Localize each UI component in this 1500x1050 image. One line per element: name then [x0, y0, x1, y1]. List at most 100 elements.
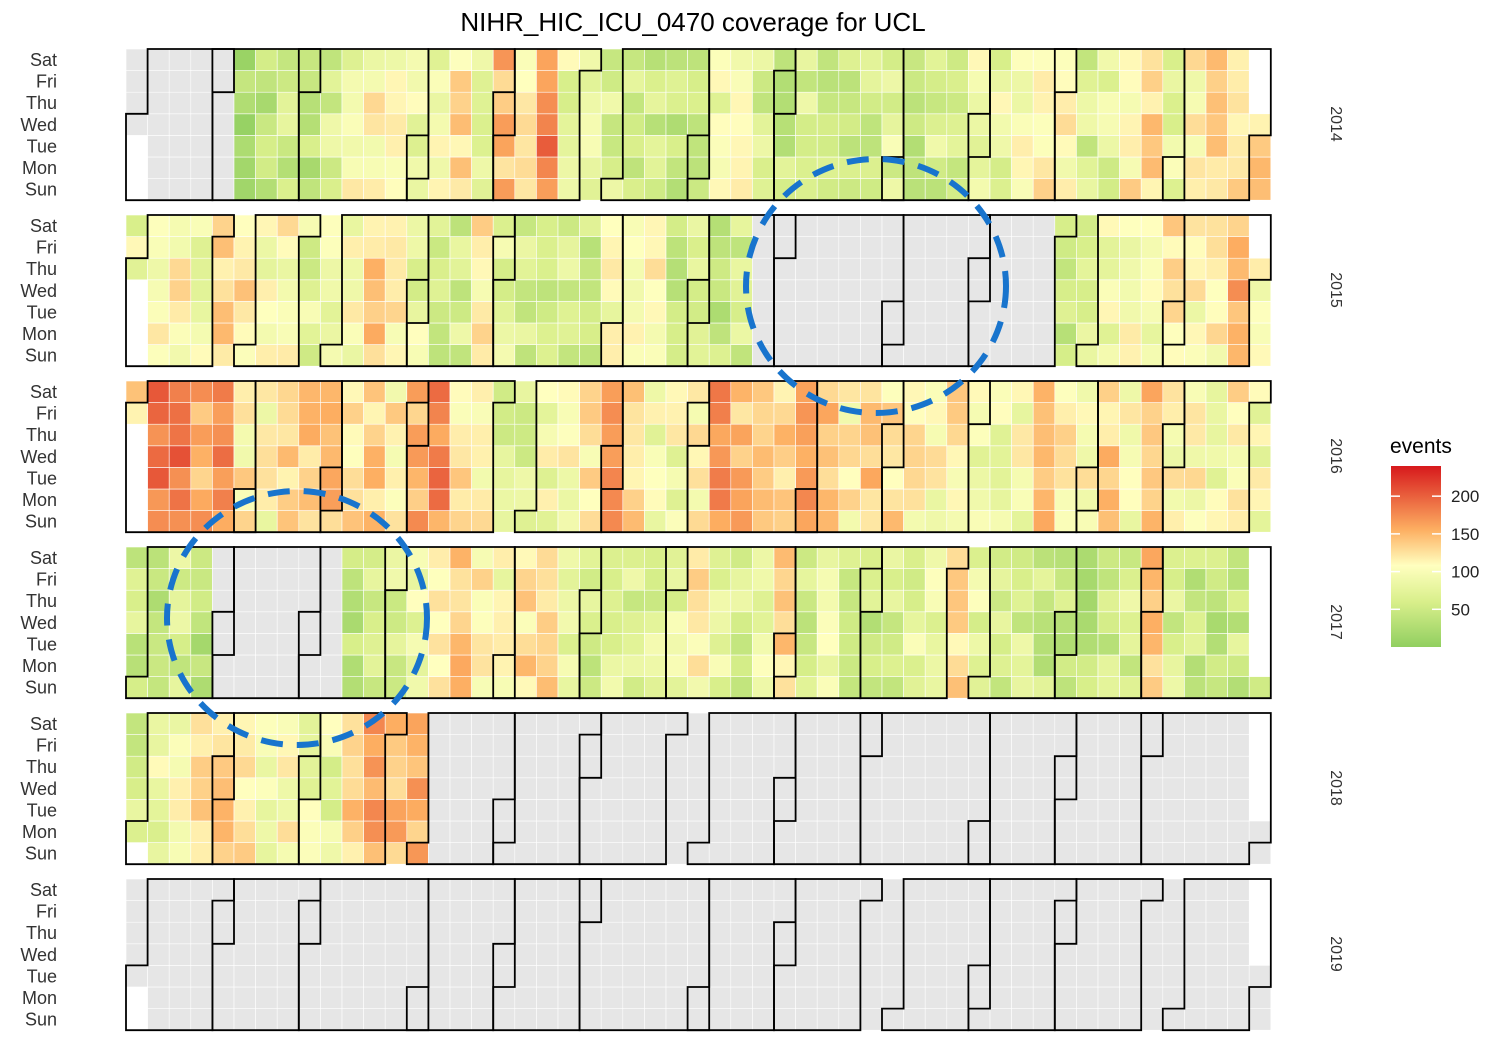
day-cell	[1205, 70, 1228, 93]
day-cell	[168, 423, 192, 447]
day-cell	[1140, 70, 1164, 93]
weekday-label: Thu	[26, 757, 57, 777]
day-cell	[903, 943, 926, 966]
day-cell	[708, 820, 732, 843]
day-cell	[320, 178, 343, 201]
day-cell	[190, 48, 213, 71]
day-cell	[816, 589, 840, 613]
day-cell	[384, 878, 408, 901]
day-cell	[190, 900, 213, 923]
day-cell	[212, 921, 235, 945]
day-cell	[168, 1008, 192, 1031]
day-cell	[341, 965, 364, 988]
day-cell	[708, 236, 732, 259]
day-cell	[1140, 178, 1164, 201]
day-cell	[492, 712, 516, 735]
day-cell	[1140, 322, 1164, 345]
day-cell	[1184, 322, 1207, 345]
day-cell	[622, 301, 645, 324]
day-cell	[838, 380, 861, 403]
day-cell	[1011, 344, 1034, 367]
day-cell	[514, 467, 537, 490]
highlight-circle-2017-gap	[164, 488, 430, 748]
day-cell	[1205, 467, 1228, 490]
day-cell	[968, 734, 991, 757]
day-cell	[536, 965, 559, 988]
day-cell	[1119, 878, 1142, 901]
day-cell	[903, 986, 926, 1009]
day-cell	[665, 445, 688, 468]
month-outline	[1161, 878, 1272, 1032]
day-cell	[1032, 633, 1056, 656]
day-cell	[708, 589, 732, 613]
day-cell	[752, 279, 775, 302]
day-cell	[795, 799, 818, 822]
day-cell	[147, 467, 170, 490]
day-cell	[968, 236, 991, 259]
day-cell	[665, 676, 688, 699]
weekday-label: Thu	[26, 923, 57, 943]
day-cell	[471, 214, 494, 237]
day-cell	[1140, 546, 1164, 569]
day-cell	[147, 156, 170, 179]
day-cell	[557, 900, 580, 923]
day-cell	[363, 279, 386, 302]
day-cell	[968, 589, 991, 613]
day-cell	[471, 943, 494, 966]
day-cell	[492, 611, 516, 634]
day-cell	[903, 423, 926, 447]
day-cell	[795, 214, 818, 237]
day-cell	[320, 380, 343, 403]
day-cell	[1032, 236, 1056, 259]
day-cell	[946, 900, 969, 923]
day-cell	[838, 546, 861, 569]
day-cell	[600, 943, 624, 966]
day-cell	[1011, 734, 1034, 757]
day-cell	[557, 820, 580, 843]
day-cell	[341, 568, 364, 591]
day-cell	[622, 965, 645, 988]
day-cell	[363, 921, 386, 945]
day-cell	[1162, 322, 1185, 345]
day-cell	[708, 70, 732, 93]
day-cell	[557, 633, 580, 656]
day-cell	[125, 799, 148, 822]
day-cell	[1184, 820, 1207, 843]
day-cell	[946, 568, 969, 591]
day-cell	[125, 676, 148, 699]
day-cell	[903, 344, 926, 367]
day-cell	[1054, 633, 1077, 656]
day-cell	[233, 568, 256, 591]
day-cell	[449, 878, 472, 901]
day-cell	[860, 445, 883, 468]
day-cell	[320, 965, 343, 988]
day-cell	[1140, 488, 1164, 511]
day-cell	[816, 799, 840, 822]
day-cell	[1140, 301, 1164, 324]
day-cell	[1097, 777, 1120, 800]
day-cell	[1184, 279, 1207, 302]
day-cell	[730, 986, 753, 1009]
day-cell	[860, 921, 883, 945]
day-cell	[255, 842, 278, 865]
day-cell	[665, 1008, 688, 1031]
day-cell	[233, 1008, 256, 1031]
day-cell	[384, 156, 408, 179]
day-cell	[168, 70, 192, 93]
day-cell	[968, 986, 991, 1009]
day-cell	[1227, 611, 1250, 634]
day-cell	[168, 510, 192, 533]
day-cell	[1205, 546, 1228, 569]
day-cell	[924, 633, 948, 656]
day-cell	[1205, 777, 1228, 800]
day-cell	[622, 712, 645, 735]
day-cell	[233, 943, 256, 966]
day-cell	[1011, 878, 1034, 901]
day-cell	[1054, 48, 1077, 71]
day-cell	[1032, 820, 1056, 843]
day-cell	[255, 820, 278, 843]
month-outline	[125, 214, 235, 368]
day-cell	[1184, 488, 1207, 511]
day-cell	[428, 633, 451, 656]
day-cell	[449, 589, 472, 613]
